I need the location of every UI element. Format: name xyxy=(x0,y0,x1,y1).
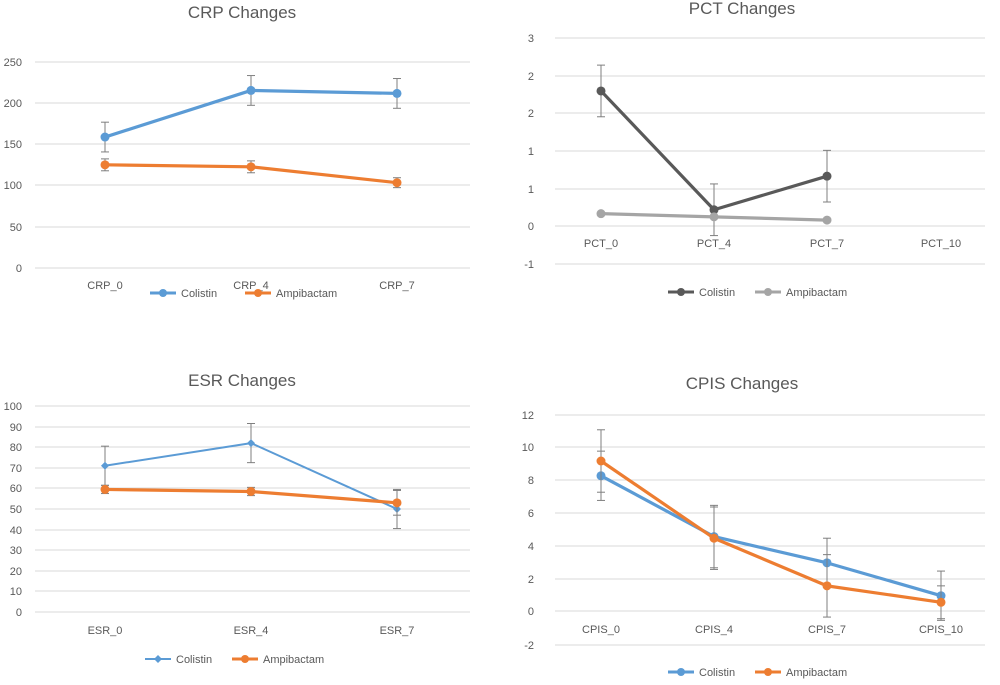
esr-chart-panel: ESR Changes 0 10 20 30 40 50 60 70 80 90 100 ESR_0 ES… xyxy=(0,360,490,680)
y-tick-label: 2 xyxy=(528,574,534,586)
data-point xyxy=(822,215,832,225)
y-tick-label: 0 xyxy=(16,607,22,619)
y-tick-label: 12 xyxy=(522,410,534,422)
chart-title: ESR Changes xyxy=(188,371,296,390)
data-point xyxy=(822,581,832,591)
y-tick-label: 50 xyxy=(10,222,22,234)
y-tick-label: 50 xyxy=(10,504,22,516)
data-point xyxy=(100,132,110,142)
y-tick-label: 6 xyxy=(528,508,534,520)
y-tick-label: 4 xyxy=(528,541,534,553)
y-tick-label: 2 xyxy=(528,71,534,83)
crp-chart-panel: CRP Changes 0 50 100 150 200 250 CRP_0 CRP_4 CRP_… xyxy=(0,0,490,330)
y-tick-label: 10 xyxy=(522,442,534,454)
x-tick-label: ESR_7 xyxy=(380,625,415,637)
x-tick-label: CRP_0 xyxy=(87,280,122,292)
data-point xyxy=(246,162,256,172)
y-tick-label: 150 xyxy=(4,139,22,151)
pct-chart-panel: PCT Changes -1 0 1 1 2 2 3 PCT_0 PCT_4 PCT_7 PCT_10… xyxy=(500,0,1000,330)
y-tick-label: 1 xyxy=(528,184,534,196)
cpis-chart-panel: CPIS Changes -2 0 2 4 6 8 10 12 CPIS_0 CPIS_4 CPIS_… xyxy=(500,360,1000,680)
data-point xyxy=(100,484,110,494)
x-tick-label: CPIS_10 xyxy=(919,624,963,636)
legend-marker xyxy=(677,668,685,676)
series-line xyxy=(600,474,942,598)
legend-label: Colistin xyxy=(699,667,735,679)
x-tick-label: CPIS_0 xyxy=(582,624,620,636)
data-point xyxy=(247,439,255,448)
y-tick-label: 80 xyxy=(10,442,22,454)
legend-marker xyxy=(241,655,249,663)
chart-svg: PCT Changes -1 0 1 1 2 2 3 PCT_0 PCT_4 PCT_7 PCT_10… xyxy=(524,0,985,299)
y-tick-label: 90 xyxy=(10,422,22,434)
data-point xyxy=(100,160,110,170)
x-tick-label: ESR_0 xyxy=(88,625,123,637)
y-tick-label: 1 xyxy=(528,146,534,158)
legend-label: Colistin xyxy=(181,288,217,300)
x-tick-label: PCT_0 xyxy=(584,238,618,250)
legend-label: Ampibactam xyxy=(786,667,847,679)
legend-label: Ampibactam xyxy=(786,287,847,299)
y-tick-label: 100 xyxy=(4,401,22,413)
legend-marker xyxy=(154,655,162,663)
y-tick-label: 40 xyxy=(10,525,22,537)
chart-title: PCT Changes xyxy=(689,0,795,18)
x-tick-label: PCT_7 xyxy=(810,238,844,250)
data-point xyxy=(392,498,402,508)
y-tick-label: 3 xyxy=(528,33,534,45)
y-tick-label: 200 xyxy=(4,98,22,110)
data-point xyxy=(709,212,719,222)
data-point xyxy=(246,85,256,95)
y-tick-label: 60 xyxy=(10,483,22,495)
data-point xyxy=(709,205,719,215)
data-point xyxy=(101,461,109,470)
legend-marker xyxy=(254,289,262,297)
y-tick-label: 70 xyxy=(10,463,22,475)
x-tick-label: PCT_10 xyxy=(921,238,961,250)
data-point xyxy=(596,209,606,219)
legend-marker xyxy=(764,288,772,296)
legend-label: Colistin xyxy=(699,287,735,299)
x-tick-label: CRP_7 xyxy=(379,280,414,292)
data-point xyxy=(596,456,606,466)
data-point xyxy=(822,171,832,181)
chart-svg: ESR Changes 0 10 20 30 40 50 60 70 80 90 100 ESR_0 ES… xyxy=(4,371,470,666)
y-tick-label: 2 xyxy=(528,108,534,120)
x-tick-label: CRP_4 xyxy=(233,280,268,292)
chart-svg: CPIS Changes -2 0 2 4 6 8 10 12 CPIS_0 CPIS_4 CPIS_… xyxy=(522,374,985,679)
data-point xyxy=(246,486,256,496)
y-tick-label: 10 xyxy=(10,586,22,598)
chart-title: CRP Changes xyxy=(188,3,296,22)
y-tick-label: 0 xyxy=(16,263,22,275)
legend-label: Ampibactam xyxy=(276,288,337,300)
y-tick-label: 8 xyxy=(528,475,534,487)
y-tick-label: -1 xyxy=(524,259,534,271)
data-point xyxy=(936,597,946,607)
legend-marker xyxy=(764,668,772,676)
series-line xyxy=(600,459,942,604)
x-tick-label: CPIS_7 xyxy=(808,624,846,636)
legend-marker xyxy=(677,288,685,296)
chart-svg: CRP Changes 0 50 100 150 200 250 CRP_0 CRP_4 CRP_… xyxy=(4,3,470,300)
chart-title: CPIS Changes xyxy=(686,374,798,393)
y-tick-label: 0 xyxy=(528,606,534,618)
data-point xyxy=(596,86,606,96)
y-tick-label: -2 xyxy=(524,640,534,652)
x-tick-label: PCT_4 xyxy=(697,238,731,250)
legend-marker xyxy=(159,289,167,297)
y-tick-label: 0 xyxy=(528,221,534,233)
legend-label: Colistin xyxy=(176,654,212,666)
y-tick-label: 20 xyxy=(10,566,22,578)
y-tick-label: 250 xyxy=(4,57,22,69)
data-point xyxy=(392,88,402,98)
x-tick-label: CPIS_4 xyxy=(695,624,733,636)
data-point xyxy=(392,178,402,188)
legend-label: Ampibactam xyxy=(263,654,324,666)
data-point xyxy=(709,533,719,543)
y-tick-label: 30 xyxy=(10,545,22,557)
x-tick-label: ESR_4 xyxy=(234,625,269,637)
y-tick-label: 100 xyxy=(4,180,22,192)
